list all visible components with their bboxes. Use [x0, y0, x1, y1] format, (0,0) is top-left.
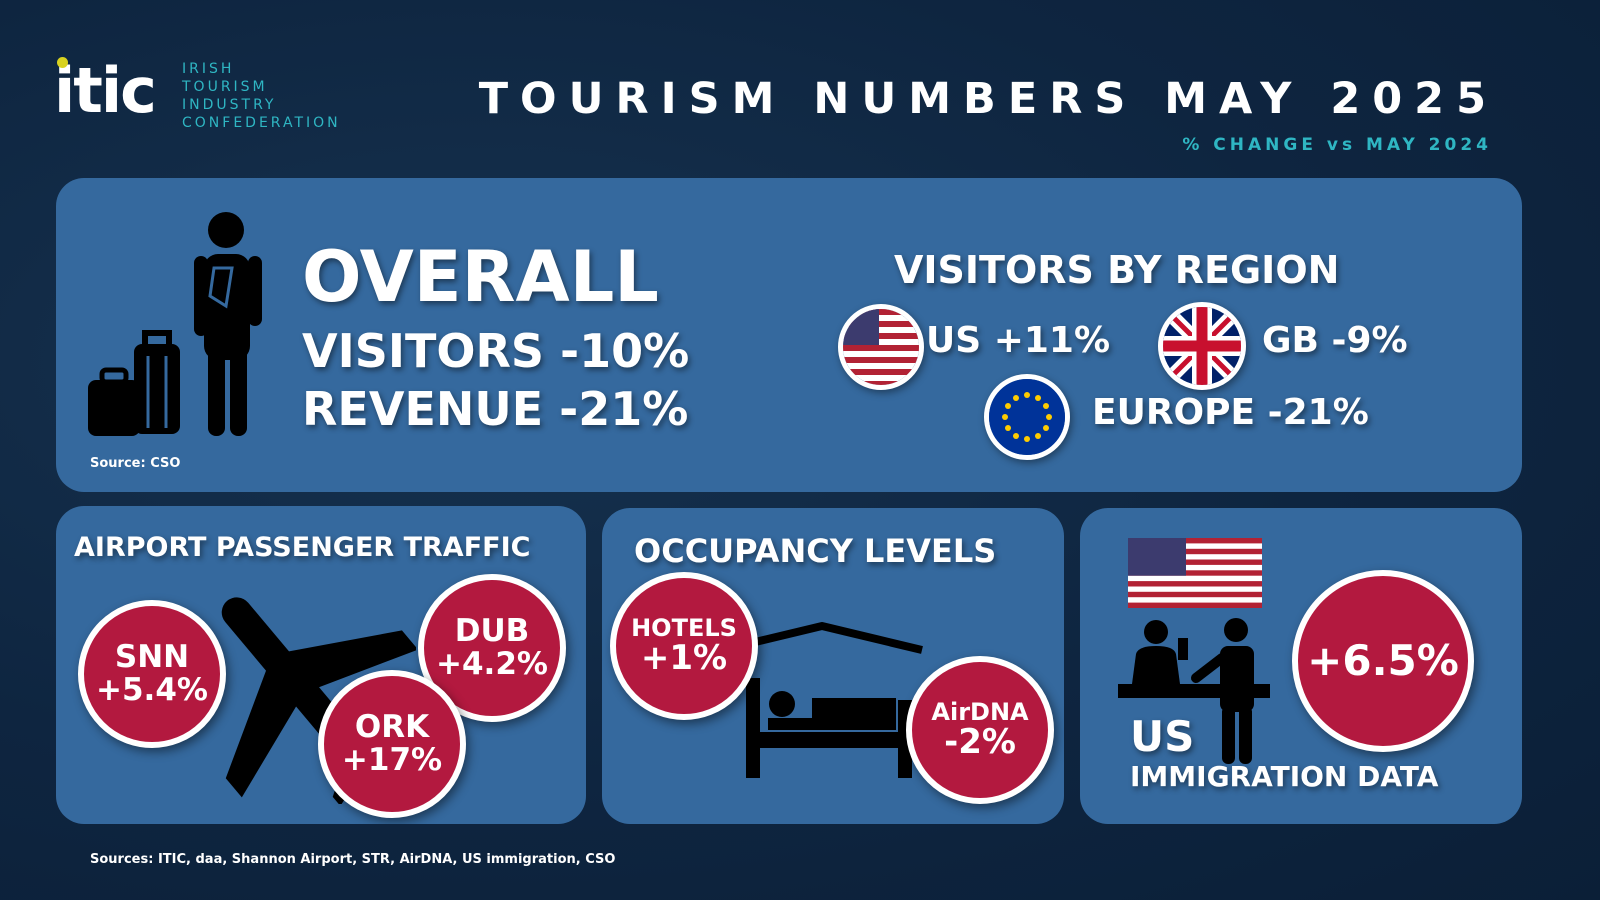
logo-line: INDUSTRY: [182, 97, 277, 113]
region-gb-label: GB -9%: [1262, 320, 1408, 361]
overall-revenue: REVENUE -21%: [302, 382, 689, 436]
logo-dot: [57, 57, 68, 68]
page-title: TOURISM NUMBERS MAY 2025: [478, 74, 1498, 124]
itic-logo: itic IRISH TOURISM INDUSTRY CONFEDERATIO…: [54, 54, 374, 134]
footer-sources: Sources: ITIC, daa, Shannon Airport, STR…: [90, 852, 616, 867]
airdna-label: AirDNA: [931, 697, 1029, 726]
us-flag-icon: [838, 304, 924, 390]
eu-flag-icon: [984, 374, 1070, 460]
us-flag-rect-icon: [1128, 538, 1262, 608]
region-us-label: US +11%: [926, 320, 1111, 361]
snn-circle: SNN +5.4%: [78, 600, 226, 748]
logo-mark: itic: [54, 54, 157, 127]
immigration-value-circle: +6.5%: [1292, 570, 1474, 752]
logo-line: TOURISM: [182, 79, 268, 95]
logo-line: CONFEDERATION: [182, 115, 341, 131]
immigration-panel: +6.5% US IMMIGRATION DATA: [1080, 508, 1522, 824]
immigration-label-top: US: [1130, 712, 1195, 761]
ork-circle: ORK +17%: [318, 670, 466, 818]
snn-code: SNN: [114, 639, 190, 676]
logo-line: IRISH: [182, 61, 235, 77]
ork-value: +17%: [341, 742, 443, 778]
region-europe-label: EUROPE -21%: [1092, 392, 1369, 433]
uk-flag-icon: [1158, 302, 1246, 390]
logo-org-name: IRISH TOURISM INDUSTRY CONFEDERATION: [182, 60, 341, 132]
hotels-label: HOTELS: [631, 613, 737, 642]
snn-value: +5.4%: [96, 672, 208, 708]
traveler-with-luggage-icon: [86, 206, 286, 446]
occupancy-panel: OCCUPANCY LEVELS HOTELS +1% AirDNA -2%: [602, 508, 1064, 824]
airport-heading: AIRPORT PASSENGER TRAFFIC: [74, 532, 531, 563]
overall-source: Source: CSO: [90, 456, 181, 471]
airdna-value: -2%: [944, 721, 1016, 762]
immigration-label-bottom: IMMIGRATION DATA: [1130, 760, 1439, 793]
ork-code: ORK: [354, 709, 430, 746]
overall-panel: OVERALL VISITORS -10% REVENUE -21% Sourc…: [56, 178, 1522, 492]
immigration-value: +6.5%: [1307, 635, 1459, 685]
occupancy-heading: OCCUPANCY LEVELS: [634, 532, 997, 570]
airdna-circle: AirDNA -2%: [906, 656, 1054, 804]
hotels-value: +1%: [640, 637, 728, 678]
immigration-desk-icon: [1118, 618, 1278, 768]
page-subtitle: % CHANGE vs MAY 2024: [1182, 135, 1492, 155]
overall-heading: OVERALL: [302, 236, 659, 318]
hotels-circle: HOTELS +1%: [610, 572, 758, 720]
dub-code: DUB: [454, 613, 530, 650]
overall-visitors: VISITORS -10%: [302, 324, 690, 378]
dub-circle: DUB +4.2%: [418, 574, 566, 722]
airport-panel: AIRPORT PASSENGER TRAFFIC SNN +5.4% DUB …: [56, 506, 586, 824]
regions-heading: VISITORS BY REGION: [894, 248, 1340, 292]
dub-value: +4.2%: [436, 646, 548, 682]
